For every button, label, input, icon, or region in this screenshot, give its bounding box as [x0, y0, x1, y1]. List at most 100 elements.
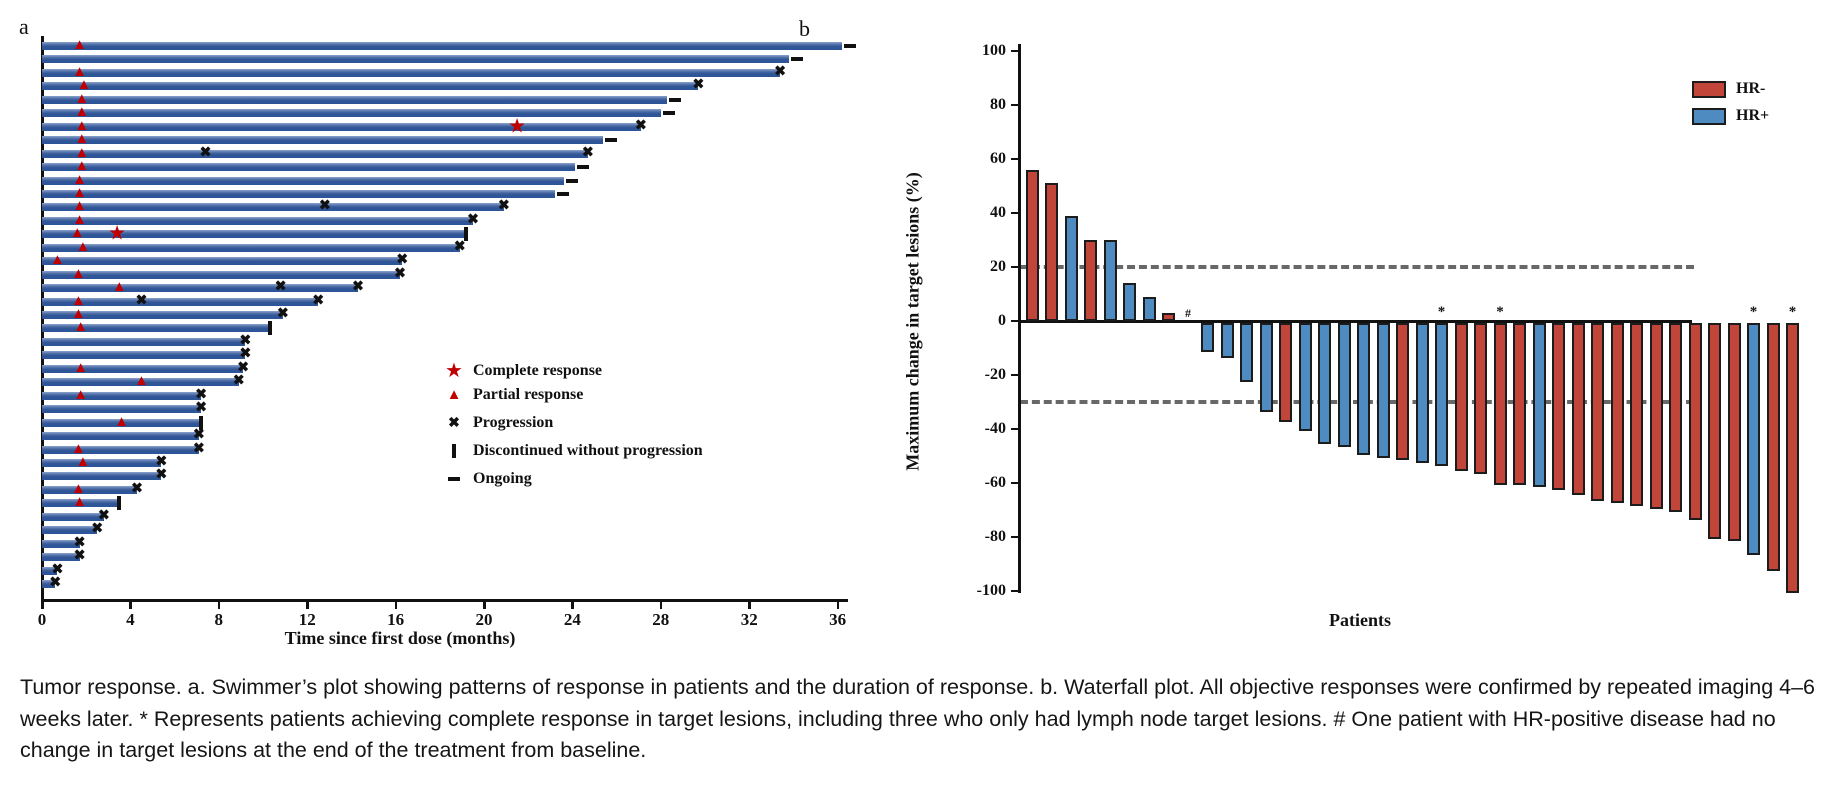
waterfall-bar — [1708, 322, 1721, 539]
y-tick-label: -20 — [984, 366, 1006, 383]
progression-icon: ✖ — [199, 145, 212, 161]
partial-response-icon: ▲ — [73, 359, 89, 376]
hr-positive-swatch — [1692, 107, 1726, 125]
swimmer-bar — [42, 270, 401, 279]
complete-response-asterisk: * — [1496, 304, 1504, 320]
progression-icon: ✖ — [155, 468, 168, 484]
panel-b-letter: b — [799, 16, 810, 41]
waterfall-bar — [1025, 169, 1039, 321]
partial-response-icon: ▲ — [74, 158, 90, 175]
waterfall-bar — [1513, 322, 1526, 485]
x-tick-label: 16 — [387, 610, 405, 629]
waterfall-bar — [1142, 296, 1156, 321]
swimmer-legend-item: Discontinued without progression — [445, 442, 703, 460]
swimmer-bar — [42, 257, 403, 266]
waterfall-bar — [1162, 312, 1175, 321]
x-tick-mark — [659, 601, 663, 609]
no-change-hash: # — [1185, 306, 1191, 320]
discontinued-icon — [267, 321, 272, 336]
progression-icon: ✖ — [73, 535, 86, 551]
swimmer-legend-item: Ongoing — [445, 470, 532, 488]
partial-response-icon: ▲ — [72, 198, 87, 215]
partial-response-icon: ▲ — [73, 319, 89, 336]
complete-response-icon: ★ — [445, 360, 463, 382]
swimmer-bar — [42, 68, 781, 77]
swimmer-bar — [42, 284, 359, 293]
partial-response-icon: ▲ — [73, 386, 89, 403]
x-tick-mark — [394, 601, 398, 609]
swimmer-bar — [42, 230, 467, 239]
waterfall-bar — [1688, 322, 1702, 520]
y-tick-label: -60 — [984, 474, 1006, 491]
ongoing-icon — [844, 44, 857, 48]
partial-response-icon: ▲ — [72, 64, 87, 81]
progression-icon: ✖ — [232, 373, 245, 389]
waterfall-bar — [1201, 322, 1214, 353]
ongoing-icon — [669, 97, 682, 102]
swimmer-bar — [42, 418, 202, 427]
swimmer-bar — [42, 324, 270, 333]
swimmer-bar — [42, 311, 283, 319]
waterfall-legend-label: HR+ — [1736, 107, 1770, 124]
waterfall-bar — [1396, 322, 1409, 461]
partial-response-icon: ▲ — [72, 494, 87, 511]
discontinued-icon — [199, 415, 204, 430]
y-tick-label: -80 — [984, 528, 1006, 545]
waterfall-bar — [1727, 322, 1741, 542]
y-tick-label: 80 — [990, 96, 1006, 113]
swimmer-bar — [42, 42, 843, 50]
y-tick-mark — [1011, 211, 1018, 215]
progression-icon: ✖ — [131, 481, 143, 497]
partial-response-icon: ▲ — [71, 440, 86, 457]
waterfall-x-axis-title: Patients — [1329, 610, 1391, 630]
swimmer-bar — [42, 405, 202, 414]
y-tick-mark — [1011, 589, 1018, 593]
progression-icon: ✖ — [91, 521, 104, 537]
partial-response-icon: ▲ — [74, 131, 90, 148]
waterfall-bar — [1493, 322, 1507, 485]
partial-response-icon: ▲ — [72, 37, 87, 54]
hr-negative-swatch — [1692, 80, 1726, 98]
progression-icon: ✖ — [239, 333, 252, 349]
waterfall-bar — [1435, 322, 1448, 466]
progression-icon: ✖ — [774, 64, 786, 80]
partial-response-icon: ▲ — [74, 104, 90, 121]
swimmer-bar — [42, 499, 120, 508]
swimmer-bar — [42, 203, 504, 212]
x-tick-label: 20 — [475, 610, 493, 629]
swimmer-bar — [42, 580, 56, 588]
progression-icon: ✖ — [453, 239, 466, 255]
progression-icon: ✖ — [448, 415, 460, 431]
waterfall-bar — [1084, 240, 1097, 321]
y-tick-label: 20 — [990, 258, 1006, 275]
ongoing-icon — [662, 111, 675, 116]
waterfall-bar — [1532, 322, 1546, 488]
y-tick-label: 40 — [990, 204, 1006, 221]
swimmer-bar — [42, 539, 80, 548]
swimmer-bar — [42, 351, 246, 360]
swimmer-bar — [42, 485, 138, 494]
waterfall-y-axis — [1018, 44, 1021, 593]
swimmer-legend-label: Partial response — [473, 386, 584, 403]
partial-response-icon: ▲ — [74, 144, 90, 161]
x-tick-mark — [129, 601, 132, 609]
progression-icon: ✖ — [274, 279, 287, 295]
ongoing-icon — [576, 165, 589, 170]
y-tick-label: -40 — [984, 420, 1006, 437]
waterfall-bar — [1240, 322, 1253, 382]
waterfall-bar — [1103, 240, 1117, 321]
progression-icon: ✖ — [98, 508, 110, 524]
partial-response-icon: ▲ — [111, 279, 127, 296]
progression-icon: ✖ — [193, 427, 205, 443]
swimmer-bar — [42, 445, 199, 454]
waterfall-bar — [1630, 322, 1643, 507]
waterfall-bar — [1279, 322, 1292, 423]
waterfall-bar — [1357, 322, 1370, 455]
partial-response-icon: ▲ — [71, 306, 86, 323]
y-tick-mark — [1011, 481, 1018, 485]
progression-icon: ✖ — [498, 199, 510, 215]
swimmer-legend-label: Progression — [473, 414, 554, 431]
progression-icon: ✖ — [195, 400, 207, 416]
waterfall-bar — [1415, 322, 1429, 463]
progression-icon: ✖ — [396, 252, 409, 268]
